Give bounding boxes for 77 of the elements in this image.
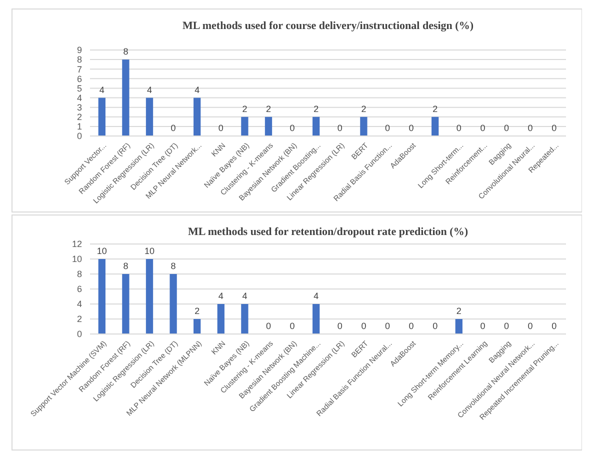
data-label: 4 xyxy=(194,84,200,95)
data-label: 0 xyxy=(528,321,533,331)
data-label: 4 xyxy=(218,291,224,301)
data-label: 4 xyxy=(314,291,319,301)
bar xyxy=(241,116,248,136)
data-label: 0 xyxy=(552,123,557,133)
data-label: 0 xyxy=(408,123,414,133)
bar xyxy=(122,60,130,136)
bar xyxy=(146,98,154,136)
y-tick-label: 2 xyxy=(76,314,82,324)
y-tick-label: 5 xyxy=(76,83,82,94)
data-label: 10 xyxy=(144,246,155,256)
y-tick-label: 4 xyxy=(76,92,82,103)
bar xyxy=(146,259,154,334)
data-label: 4 xyxy=(242,291,248,301)
data-label: 8 xyxy=(123,46,128,57)
data-label: 0 xyxy=(384,123,390,133)
y-tick-label: 3 xyxy=(76,102,82,112)
data-label: 0 xyxy=(408,321,414,331)
data-label: 2 xyxy=(194,306,200,316)
data-label: 0 xyxy=(266,321,272,331)
data-label: 2 xyxy=(314,104,319,114)
chart-title: ML methods used for course delivery/instructional design (%) xyxy=(182,20,474,32)
bar xyxy=(98,259,106,334)
data-label: 2 xyxy=(361,104,366,114)
y-tick-label: 9 xyxy=(76,45,82,56)
chart-title: ML methods used for retention/dropout rate prediction (%) xyxy=(188,226,468,238)
y-tick-label: 8 xyxy=(76,269,82,280)
data-label: 0 xyxy=(290,123,295,133)
bar xyxy=(432,116,439,136)
y-tick-label: 7 xyxy=(76,64,82,74)
data-label: 0 xyxy=(337,321,342,331)
data-label: 0 xyxy=(290,321,295,331)
y-tick-label: 6 xyxy=(76,284,82,294)
data-label: 0 xyxy=(528,123,533,133)
y-tick-label: 6 xyxy=(76,74,82,84)
data-label: 0 xyxy=(456,123,462,133)
y-tick-label: 10 xyxy=(72,254,82,264)
y-tick-label: 1 xyxy=(76,122,82,132)
data-label: 2 xyxy=(432,104,438,114)
bar xyxy=(241,304,248,334)
data-label: 2 xyxy=(266,104,272,114)
data-label: 0 xyxy=(337,123,342,133)
bar xyxy=(122,274,130,334)
bar xyxy=(312,116,320,136)
data-label: 2 xyxy=(242,104,248,114)
y-tick-label: 0 xyxy=(76,131,82,142)
data-label: 4 xyxy=(99,84,104,95)
data-label: 0 xyxy=(480,321,486,331)
data-label: 10 xyxy=(96,246,107,256)
bar xyxy=(360,116,368,136)
data-label: 0 xyxy=(480,123,486,133)
data-label: 0 xyxy=(384,321,390,331)
y-tick-label: 0 xyxy=(76,329,82,340)
data-label: 2 xyxy=(456,306,462,316)
bar xyxy=(264,116,272,136)
y-tick-label: 4 xyxy=(76,299,82,310)
data-label: 8 xyxy=(123,261,128,271)
bar xyxy=(217,304,224,334)
data-label: 8 xyxy=(170,261,176,271)
data-label: 0 xyxy=(361,321,366,331)
data-label: 0 xyxy=(170,123,176,133)
bar xyxy=(170,274,177,334)
bar xyxy=(194,319,201,334)
bar xyxy=(455,319,462,334)
data-label: 0 xyxy=(218,123,224,133)
bar xyxy=(312,304,320,334)
bar xyxy=(98,98,106,136)
data-label: 4 xyxy=(146,84,152,95)
y-tick-label: 8 xyxy=(76,54,82,65)
bar xyxy=(194,98,201,136)
data-label: 0 xyxy=(432,321,438,331)
y-tick-label: 12 xyxy=(72,239,82,250)
data-label: 0 xyxy=(504,321,510,331)
y-tick-label: 2 xyxy=(76,112,82,122)
data-label: 0 xyxy=(552,321,557,331)
data-label: 0 xyxy=(504,123,510,133)
